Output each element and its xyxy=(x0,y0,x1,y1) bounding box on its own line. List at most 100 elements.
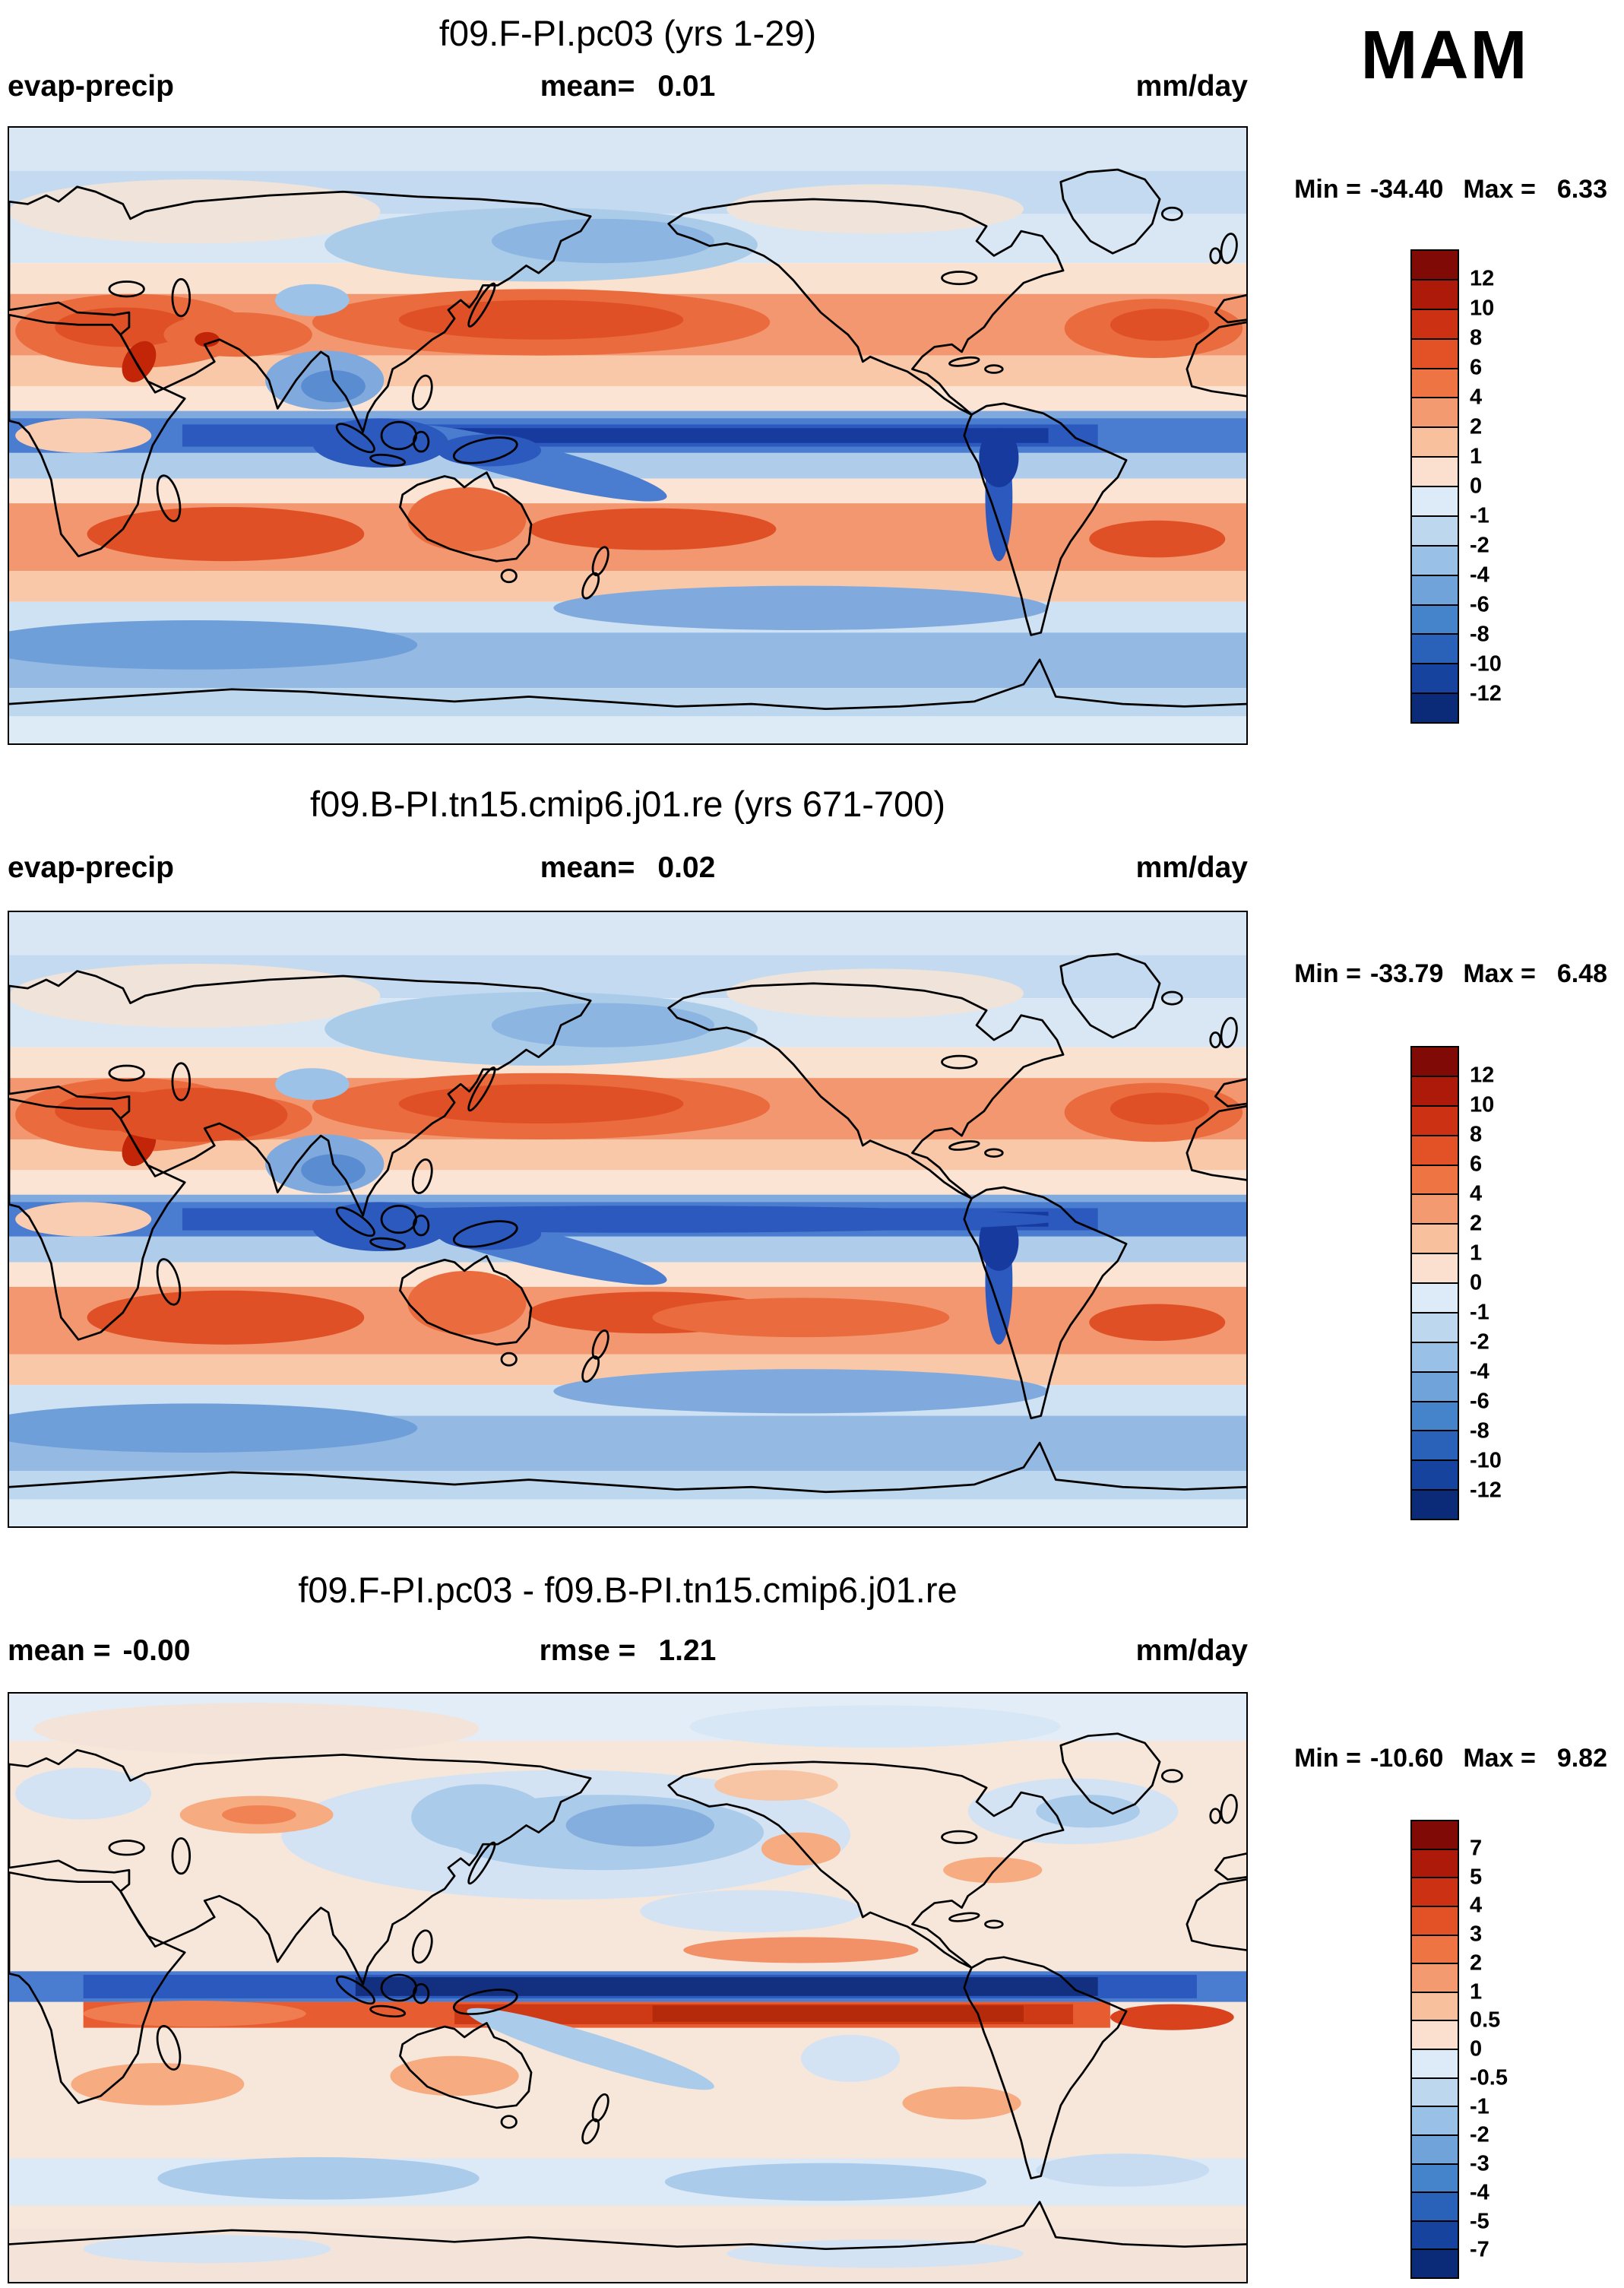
colorbar-cell xyxy=(1412,1253,1458,1282)
colorbar-cell xyxy=(1412,486,1458,515)
colorbar-cell xyxy=(1412,397,1458,427)
colorbar-cell xyxy=(1412,574,1458,604)
colorbar-tick-label: 0 xyxy=(1470,474,1483,499)
colorbar-cell xyxy=(1412,2077,1458,2106)
colorbar-tick-label: 6 xyxy=(1470,355,1483,380)
colorbar-cell xyxy=(1412,1134,1458,1165)
colorbar-tick-label: -6 xyxy=(1470,592,1489,617)
colorbar-cell xyxy=(1412,1991,1458,2020)
panel2-variable-label: evap-precip xyxy=(8,851,186,885)
colorbar-tick-label: -4 xyxy=(1470,562,1489,588)
panel3-mean: mean = -0.00 xyxy=(8,1634,190,1668)
panel3-minmax: Min = -10.60 Max = 9.82 xyxy=(1294,1744,1607,1773)
colorbar-cell xyxy=(1412,692,1458,722)
panel3-mean-value: -0.00 xyxy=(122,1634,191,1667)
colorbar-panel-2: 12 10 8 6 4 2 1 0 -1 -2 -4 -6 -8 -10 -12 xyxy=(1410,1046,1502,1520)
colorbar-cell xyxy=(1412,2248,1458,2277)
colorbar-cell xyxy=(1412,515,1458,545)
panel2-mean-label: mean= xyxy=(540,851,635,884)
colorbar-panel-3-labels: 7 5 4 3 2 1 0.5 0 -0.5 -1 -2 -3 -4 -5 -7 xyxy=(1470,1820,1576,2279)
panel3-rmse-label: rmse = xyxy=(539,1634,636,1667)
panel1-stats-row: evap-precip mean= 0.01 mm/day xyxy=(8,70,1248,108)
colorbar-tick-label: -10 xyxy=(1470,651,1502,677)
colorbar-tick-label: -5 xyxy=(1470,2209,1489,2233)
colorbar-cell xyxy=(1412,2049,1458,2077)
colorbar-cell xyxy=(1412,2163,1458,2192)
panel1-min-label: Min = xyxy=(1294,175,1361,204)
colorbar-tick-label: 8 xyxy=(1470,1122,1483,1147)
colorbar-cell xyxy=(1412,1047,1458,1076)
panel3-stats-row: mean = -0.00 rmse = 1.21 mm/day xyxy=(8,1634,1248,1672)
colorbar-tick-label: 2 xyxy=(1470,1951,1483,1976)
colorbar-cell xyxy=(1412,1489,1458,1519)
colorbar-tick-label: 8 xyxy=(1470,325,1483,350)
colorbar-tick-label: -8 xyxy=(1470,622,1489,647)
colorbar-cell xyxy=(1412,456,1458,486)
panel1-minmax: Min = -34.40 Max = 6.33 xyxy=(1294,175,1607,204)
colorbar-tick-label: -3 xyxy=(1470,2151,1489,2176)
colorbar-cell xyxy=(1412,1821,1458,1849)
map-panel-3 xyxy=(8,1692,1248,2283)
colorbar-tick-label: 12 xyxy=(1470,266,1495,291)
colorbar-tick-label: 2 xyxy=(1470,1211,1483,1236)
colorbar-cell xyxy=(1412,278,1458,309)
colorbar-cell xyxy=(1412,337,1458,368)
colorbar-cell xyxy=(1412,426,1458,457)
colorbar-cell xyxy=(1412,1371,1458,1401)
colorbar-cell xyxy=(1412,1963,1458,1992)
panel2-min-label: Min = xyxy=(1294,959,1361,988)
colorbar-cell xyxy=(1412,2134,1458,2163)
panel2-min-value: -33.79 xyxy=(1369,959,1444,988)
colorbar-tick-label: -8 xyxy=(1470,1418,1489,1443)
panel3-max-value: 9.82 xyxy=(1556,1744,1607,1773)
colorbar-tick-label: 0.5 xyxy=(1470,2008,1501,2033)
colorbar-cell xyxy=(1412,367,1458,398)
panel1-left-label: evap-precip xyxy=(8,70,174,103)
panel3-rmse-value: 1.21 xyxy=(658,1634,717,1667)
panel1-min-value: -34.40 xyxy=(1369,175,1444,204)
colorbar-tick-label: -12 xyxy=(1470,681,1502,706)
colorbar-tick-label: -6 xyxy=(1470,1389,1489,1414)
panel1-units-label: mm/day xyxy=(1135,70,1248,103)
panel3-units-label: mm/day xyxy=(1135,1634,1248,1667)
panel2-mean: mean= 0.02 xyxy=(8,851,1248,885)
colorbar-cell xyxy=(1412,633,1458,664)
colorbar-cell xyxy=(1412,1459,1458,1490)
panel1-mean-value: 0.01 xyxy=(657,70,716,103)
colorbar-panel-2-cells xyxy=(1410,1046,1459,1520)
colorbar-cell xyxy=(1412,2020,1458,2049)
panel1-mean: mean= 0.01 xyxy=(8,70,1248,103)
colorbar-tick-label: 4 xyxy=(1470,1893,1483,1918)
colorbar-cell xyxy=(1412,1400,1458,1431)
colorbar-tick-label: 1 xyxy=(1470,444,1483,469)
colorbar-tick-label: 1 xyxy=(1470,1979,1483,2004)
colorbar-tick-label: -4 xyxy=(1470,2180,1489,2205)
colorbar-tick-label: 10 xyxy=(1470,296,1495,321)
colorbar-cell xyxy=(1412,1877,1458,1906)
colorbar-tick-label: 0 xyxy=(1470,2036,1483,2061)
colorbar-tick-label: 10 xyxy=(1470,1092,1495,1117)
colorbar-cell xyxy=(1412,1430,1458,1460)
colorbar-cell xyxy=(1412,1848,1458,1878)
colorbar-tick-label: 5 xyxy=(1470,1865,1483,1889)
colorbar-tick-label: 1 xyxy=(1470,1241,1483,1266)
colorbar-cell xyxy=(1412,308,1458,338)
panel1-variable-label: evap-precip xyxy=(8,70,186,103)
map-panel-2 xyxy=(8,911,1248,1528)
colorbar-tick-label: -2 xyxy=(1470,1329,1489,1355)
colorbar-cell xyxy=(1412,604,1458,634)
colorbar-cell xyxy=(1412,2191,1458,2220)
colorbar-panel-1-cells xyxy=(1410,249,1459,724)
panel1-mean-label: mean= xyxy=(540,70,635,103)
colorbar-cell xyxy=(1412,1223,1458,1253)
panel2-mean-value: 0.02 xyxy=(657,851,716,884)
colorbar-panel-3: 7 5 4 3 2 1 0.5 0 -0.5 -1 -2 -3 -4 -5 -7 xyxy=(1410,1820,1508,2279)
colorbar-tick-label: -12 xyxy=(1470,1478,1502,1503)
colorbar-tick-label: -0.5 xyxy=(1470,2065,1508,2090)
panel3-rmse: rmse = 1.21 xyxy=(8,1634,1248,1668)
colorbar-cell xyxy=(1412,1311,1458,1342)
colorbar-cell xyxy=(1412,251,1458,279)
colorbar-cell xyxy=(1412,663,1458,693)
colorbar-panel-3-cells xyxy=(1410,1820,1459,2279)
panel2-max-value: 6.48 xyxy=(1556,959,1607,988)
